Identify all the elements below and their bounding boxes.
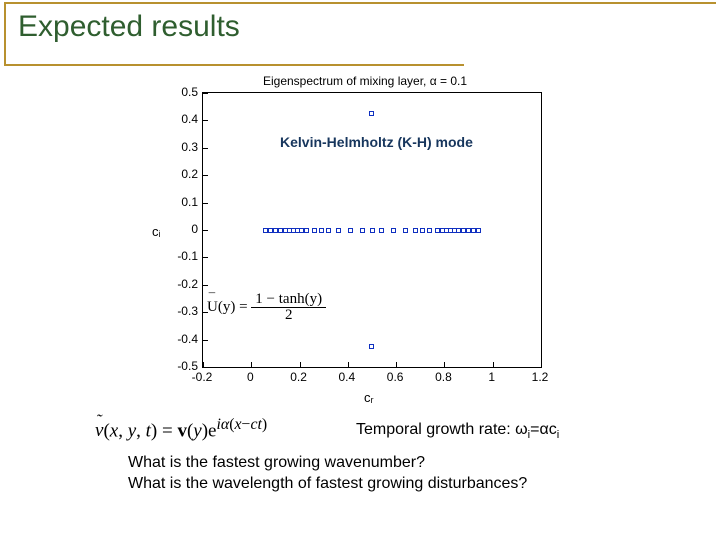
- chart-marker: [370, 228, 375, 233]
- chart-ytick-label: 0.3: [170, 140, 198, 154]
- chart-xtick-label: 0.2: [284, 370, 314, 384]
- chart-title: Eigenspectrum of mixing layer, α = 0.1: [150, 74, 580, 88]
- eigenspectrum-chart: Eigenspectrum of mixing layer, α = 0.1 c…: [150, 74, 580, 404]
- border-left: [4, 2, 6, 64]
- chart-xtick-label: 1: [477, 370, 507, 384]
- chart-marker: [379, 228, 384, 233]
- chart-xtick-label: 0.6: [380, 370, 410, 384]
- chart-ytick-label: 0.1: [170, 195, 198, 209]
- chart-marker: [336, 228, 341, 233]
- chart-marker: [326, 228, 331, 233]
- chart-ylabel: cᵢ: [152, 224, 161, 239]
- u-formula: ¯U(y) = 1 − tanh(y)2: [207, 292, 326, 323]
- chart-ytick-label: -0.2: [170, 277, 198, 291]
- border-under-title: [4, 64, 464, 66]
- chart-marker: [413, 228, 418, 233]
- chart-ytick-label: 0.4: [170, 112, 198, 126]
- chart-ytick-label: 0.2: [170, 167, 198, 181]
- chart-marker: [391, 228, 396, 233]
- chart-marker: [403, 228, 408, 233]
- chart-marker: [348, 228, 353, 233]
- chart-marker: [360, 228, 365, 233]
- chart-ytick-label: 0: [170, 222, 198, 236]
- chart-xlabel: cᵣ: [364, 390, 374, 405]
- chart-marker: [427, 228, 432, 233]
- chart-marker: [420, 228, 425, 233]
- chart-ytick-label: 0.5: [170, 85, 198, 99]
- page-title: Expected results: [18, 10, 240, 44]
- chart-ytick-label: -0.1: [170, 249, 198, 263]
- chart-xtick-label: -0.2: [187, 370, 217, 384]
- chart-ytick-label: -0.4: [170, 332, 198, 346]
- growth-rate-text: Temporal growth rate: ωi=αci: [356, 419, 559, 443]
- chart-marker: [304, 228, 309, 233]
- chart-marker: [319, 228, 324, 233]
- chart-xtick-label: 0: [235, 370, 265, 384]
- border-top: [4, 2, 716, 4]
- chart-xtick-label: 0.8: [428, 370, 458, 384]
- chart-ytick-label: -0.3: [170, 304, 198, 318]
- chart-marker: [369, 111, 374, 116]
- question-1: What is the fastest growing wavenumber?: [128, 452, 425, 474]
- kh-mode-label: Kelvin-Helmholtz (K-H) mode: [280, 134, 473, 150]
- chart-marker: [369, 344, 374, 349]
- chart-xtick-label: 1.2: [525, 370, 555, 384]
- chart-marker: [312, 228, 317, 233]
- question-2: What is the wavelength of fastest growin…: [128, 473, 527, 495]
- v-formula: ˜v(x, y, t) = v(y)eiα(x−ct): [95, 416, 267, 442]
- chart-xtick-label: 0.4: [332, 370, 362, 384]
- slide: Expected results Eigenspectrum of mixing…: [0, 0, 720, 540]
- chart-marker: [476, 228, 481, 233]
